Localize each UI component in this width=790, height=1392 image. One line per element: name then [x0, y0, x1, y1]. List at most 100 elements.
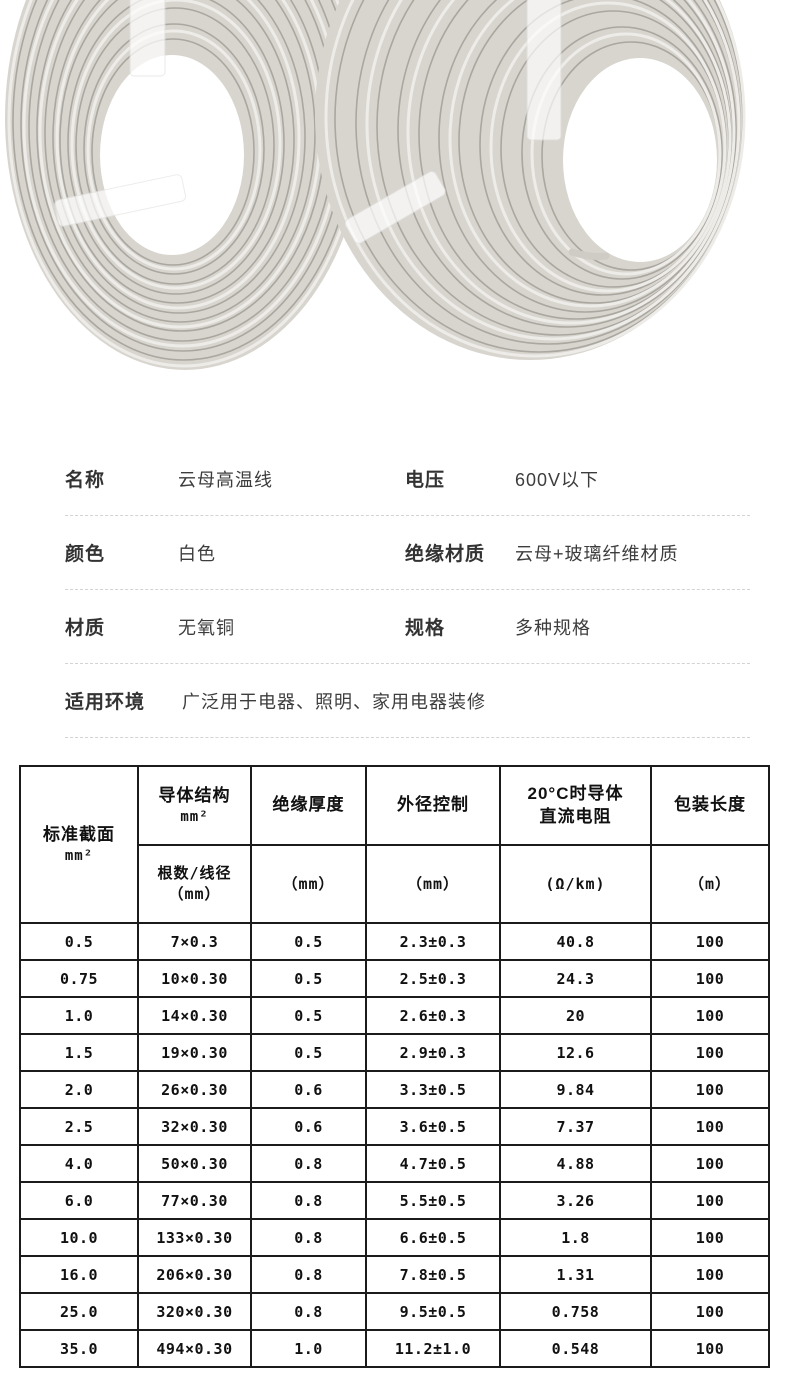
- table-cell: 10×0.30: [137, 959, 252, 998]
- table-cell: 5.5±0.5: [365, 1181, 501, 1220]
- unit-package-length: （m）: [650, 844, 770, 924]
- table-cell: 0.5: [250, 996, 367, 1035]
- col-header-dc-resistance: 20°C时导体 直流电阻: [499, 765, 652, 846]
- table-cell: 9.84: [499, 1070, 652, 1109]
- table-cell: 0.8: [250, 1292, 367, 1331]
- table-cell: 0.548: [499, 1329, 652, 1368]
- table-row: 10.0 133×0.30 0.8 6.6±0.5 1.8 100: [19, 1218, 770, 1257]
- table-cell: 1.5: [19, 1033, 139, 1072]
- spec-value-environment: 广泛用于电器、照明、家用电器装修: [182, 691, 486, 712]
- table-cell: 0.758: [499, 1292, 652, 1331]
- spec-value-voltage: 600V以下: [515, 469, 600, 490]
- table-cell: 9.5±0.5: [365, 1292, 501, 1331]
- table-cell: 77×0.30: [137, 1181, 252, 1220]
- spec-row: 名称 云母高温线 电压 600V以下: [65, 442, 750, 516]
- table-cell: 100: [650, 1181, 770, 1220]
- table-cell: 1.0: [19, 996, 139, 1035]
- table-row: 0.5 7×0.3 0.5 2.3±0.3 40.8 100: [19, 922, 770, 961]
- unit-insulation-thickness: （mm）: [250, 844, 367, 924]
- spec-label-spec: 规格: [405, 618, 446, 639]
- table-cell: 0.5: [250, 922, 367, 961]
- table-cell: 4.88: [499, 1144, 652, 1183]
- table-cell: 0.5: [19, 922, 139, 961]
- table-cell: 2.5±0.3: [365, 959, 501, 998]
- table-cell: 0.6: [250, 1107, 367, 1146]
- table-cell: 2.9±0.3: [365, 1033, 501, 1072]
- spec-row: 材质 无氧铜 规格 多种规格: [65, 590, 750, 664]
- table-row: 2.0 26×0.30 0.6 3.3±0.5 9.84 100: [19, 1070, 770, 1109]
- table-cell: 7×0.3: [137, 922, 252, 961]
- table-cell: 0.8: [250, 1218, 367, 1257]
- table-cell: 100: [650, 1107, 770, 1146]
- spec-row: 颜色 白色 绝缘材质 云母+玻璃纤维材质: [65, 516, 750, 590]
- table-cell: 6.6±0.5: [365, 1218, 501, 1257]
- table-cell: 7.37: [499, 1107, 652, 1146]
- table-cell: 100: [650, 1329, 770, 1368]
- table-row: 4.0 50×0.30 0.8 4.7±0.5 4.88 100: [19, 1144, 770, 1183]
- table-cell: 0.5: [250, 1033, 367, 1072]
- table-cell: 206×0.30: [137, 1255, 252, 1294]
- table-cell: 0.5: [250, 959, 367, 998]
- coil-left-tape-top: [129, 0, 166, 77]
- table-cell: 133×0.30: [137, 1218, 252, 1257]
- table-cell: 100: [650, 1070, 770, 1109]
- table-cell: 0.6: [250, 1070, 367, 1109]
- spec-summary: 名称 云母高温线 电压 600V以下 颜色 白色 绝缘材质 云母+玻璃纤维材质 …: [0, 432, 790, 738]
- spec-label-insulation: 绝缘材质: [405, 544, 486, 565]
- table-header-row-titles: 标准截面 mm² 导体结构 mm² 绝缘厚度 外径控制 20°C时导体: [19, 765, 770, 924]
- table-cell: 100: [650, 959, 770, 998]
- table-cell: 1.31: [499, 1255, 652, 1294]
- coil-left: [5, 0, 365, 370]
- table-row: 6.0 77×0.30 0.8 5.5±0.5 3.26 100: [19, 1181, 770, 1220]
- table-cell: 100: [650, 1218, 770, 1257]
- table-row: 16.0 206×0.30 0.8 7.8±0.5 1.31 100: [19, 1255, 770, 1294]
- product-photo: [0, 0, 790, 432]
- table-cell: 2.0: [19, 1070, 139, 1109]
- table-cell: 35.0: [19, 1329, 139, 1368]
- table-cell: 16.0: [19, 1255, 139, 1294]
- table-cell: 40.8: [499, 922, 652, 961]
- table-cell: 100: [650, 1144, 770, 1183]
- table-cell: 0.8: [250, 1255, 367, 1294]
- spec-value-name: 云母高温线: [178, 469, 273, 490]
- spec-label-environment: 适用环境: [65, 692, 146, 713]
- coil-right-tape-top: [526, 0, 562, 141]
- table-cell: 0.75: [19, 959, 139, 998]
- table-cell: 6.0: [19, 1181, 139, 1220]
- coil-left-tape-side: [54, 174, 187, 227]
- table-cell: 1.8: [499, 1218, 652, 1257]
- table-cell: 3.6±0.5: [365, 1107, 501, 1146]
- col-header-cross-section: 标准截面 mm²: [19, 765, 139, 924]
- col-header-insulation-thickness: 绝缘厚度: [250, 765, 367, 846]
- table-cell: 4.7±0.5: [365, 1144, 501, 1183]
- table-cell: 3.3±0.5: [365, 1070, 501, 1109]
- coil-right-tape-side: [344, 171, 446, 244]
- table-row: 35.0 494×0.30 1.0 11.2±1.0 0.548 100: [19, 1329, 770, 1368]
- table-cell: 2.3±0.3: [365, 922, 501, 961]
- spec-value-spec: 多种规格: [515, 617, 591, 638]
- table-cell: 14×0.30: [137, 996, 252, 1035]
- table-cell: 32×0.30: [137, 1107, 252, 1146]
- table-row: 25.0 320×0.30 0.8 9.5±0.5 0.758 100: [19, 1292, 770, 1331]
- col-header-outer-diameter: 外径控制: [365, 765, 501, 846]
- coil-right: [315, 0, 746, 360]
- spec-table-body: 0.5 7×0.3 0.5 2.3±0.3 40.8 100 0.75 10×0.30 0.5 2…: [19, 922, 770, 1368]
- unit-conductor-structure: 根数/线径 （mm）: [137, 844, 252, 924]
- spec-table-wrap: 标准截面 mm² 导体结构 mm² 绝缘厚度 外径控制 20°C时导体: [19, 765, 790, 1368]
- table-cell: 50×0.30: [137, 1144, 252, 1183]
- table-cell: 24.3: [499, 959, 652, 998]
- spec-row-environment: 适用环境 广泛用于电器、照明、家用电器装修: [65, 664, 750, 738]
- col-header-conductor-structure: 导体结构 mm²: [137, 765, 252, 846]
- spec-value-material: 无氧铜: [178, 617, 235, 638]
- cable-coils-illustration: [5, 0, 746, 370]
- table-cell: 2.6±0.3: [365, 996, 501, 1035]
- unit-outer-diameter: （mm）: [365, 844, 501, 924]
- table-row: 2.5 32×0.30 0.6 3.6±0.5 7.37 100: [19, 1107, 770, 1146]
- table-cell: 11.2±1.0: [365, 1329, 501, 1368]
- unit-dc-resistance: (Ω/km): [499, 844, 652, 924]
- spec-label-material: 材质: [65, 618, 106, 639]
- table-cell: 26×0.30: [137, 1070, 252, 1109]
- spec-table: 标准截面 mm² 导体结构 mm² 绝缘厚度 外径控制 20°C时导体: [19, 765, 770, 1368]
- table-header-row-units: 根数/线径 （mm） （mm） （mm） (Ω/km) （m）: [20, 844, 770, 924]
